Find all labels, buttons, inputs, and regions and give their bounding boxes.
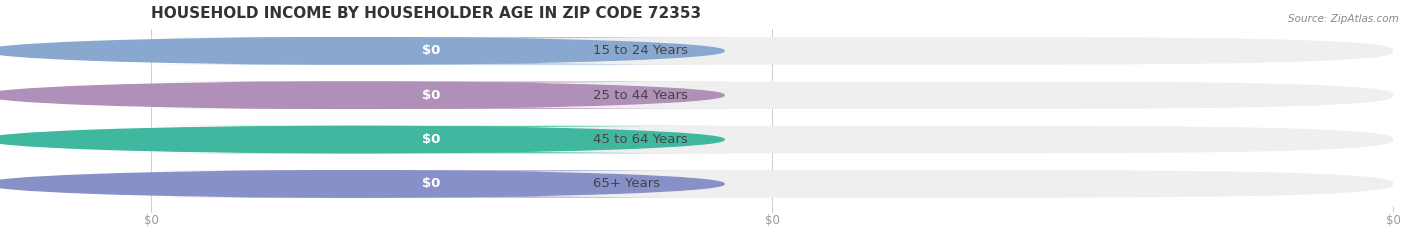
- Text: 25 to 44 Years: 25 to 44 Years: [593, 89, 688, 102]
- Circle shape: [0, 82, 724, 108]
- FancyBboxPatch shape: [46, 170, 499, 198]
- FancyBboxPatch shape: [46, 82, 499, 109]
- Text: Source: ZipAtlas.com: Source: ZipAtlas.com: [1288, 14, 1399, 24]
- Text: 15 to 24 Years: 15 to 24 Years: [593, 44, 688, 57]
- Text: $0: $0: [422, 89, 440, 102]
- Circle shape: [0, 126, 724, 153]
- FancyBboxPatch shape: [152, 126, 1393, 153]
- FancyBboxPatch shape: [132, 170, 728, 198]
- FancyBboxPatch shape: [132, 82, 728, 109]
- FancyBboxPatch shape: [132, 37, 728, 65]
- FancyBboxPatch shape: [46, 37, 499, 65]
- Circle shape: [0, 171, 724, 197]
- Text: $0: $0: [422, 44, 440, 57]
- Text: HOUSEHOLD INCOME BY HOUSEHOLDER AGE IN ZIP CODE 72353: HOUSEHOLD INCOME BY HOUSEHOLDER AGE IN Z…: [152, 6, 702, 21]
- FancyBboxPatch shape: [132, 126, 728, 153]
- Circle shape: [0, 38, 724, 64]
- Text: 45 to 64 Years: 45 to 64 Years: [593, 133, 688, 146]
- FancyBboxPatch shape: [152, 37, 1393, 65]
- Text: $0: $0: [422, 178, 440, 190]
- Text: 65+ Years: 65+ Years: [593, 178, 659, 190]
- FancyBboxPatch shape: [152, 170, 1393, 198]
- FancyBboxPatch shape: [46, 126, 499, 153]
- Text: $0: $0: [422, 133, 440, 146]
- FancyBboxPatch shape: [152, 82, 1393, 109]
